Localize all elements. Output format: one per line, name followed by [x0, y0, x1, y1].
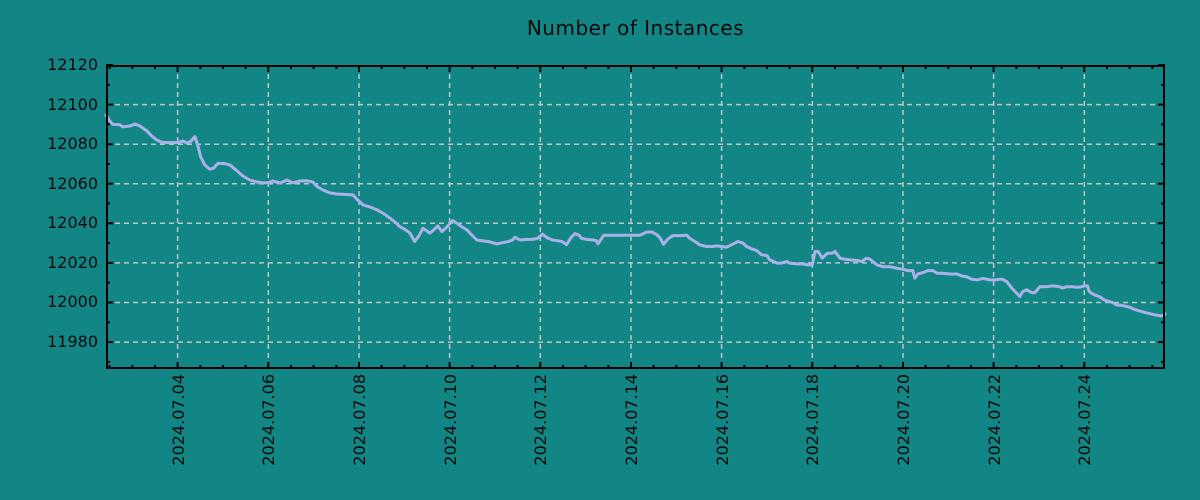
- x-tick-label: 2024.07.20: [894, 374, 913, 466]
- gridlines: [106, 65, 1165, 369]
- plot-area: [104, 64, 1167, 369]
- y-tick-label: 12080: [47, 134, 98, 153]
- x-tick-label: 2024.07.04: [169, 374, 188, 466]
- data-line: [104, 113, 1167, 318]
- chart-title: Number of Instances: [526, 16, 745, 40]
- x-tick-label: 2024.07.24: [1075, 374, 1094, 466]
- y-tick-label: 12000: [47, 292, 98, 311]
- y-tick-label: 12040: [47, 213, 98, 232]
- x-tick-label: 2024.07.22: [985, 374, 1004, 466]
- y-tick-label: 12120: [47, 55, 98, 74]
- axis-ticks: [106, 64, 1165, 369]
- x-tick-label: 2024.07.10: [441, 374, 460, 466]
- plot-border: [106, 65, 1165, 369]
- plot-svg: [104, 64, 1167, 369]
- x-tick-label: 2024.07.12: [531, 374, 550, 466]
- y-tick-label: 11980: [47, 332, 98, 351]
- x-tick-label: 2024.07.14: [622, 374, 641, 466]
- x-tick-label: 2024.07.18: [803, 374, 822, 466]
- y-tick-label: 12100: [47, 95, 98, 114]
- x-tick-label: 2024.07.06: [259, 374, 278, 466]
- x-tick-label: 2024.07.16: [713, 374, 732, 466]
- y-tick-label: 12020: [47, 253, 98, 272]
- x-tick-label: 2024.07.08: [350, 374, 369, 466]
- y-tick-label: 12060: [47, 174, 98, 193]
